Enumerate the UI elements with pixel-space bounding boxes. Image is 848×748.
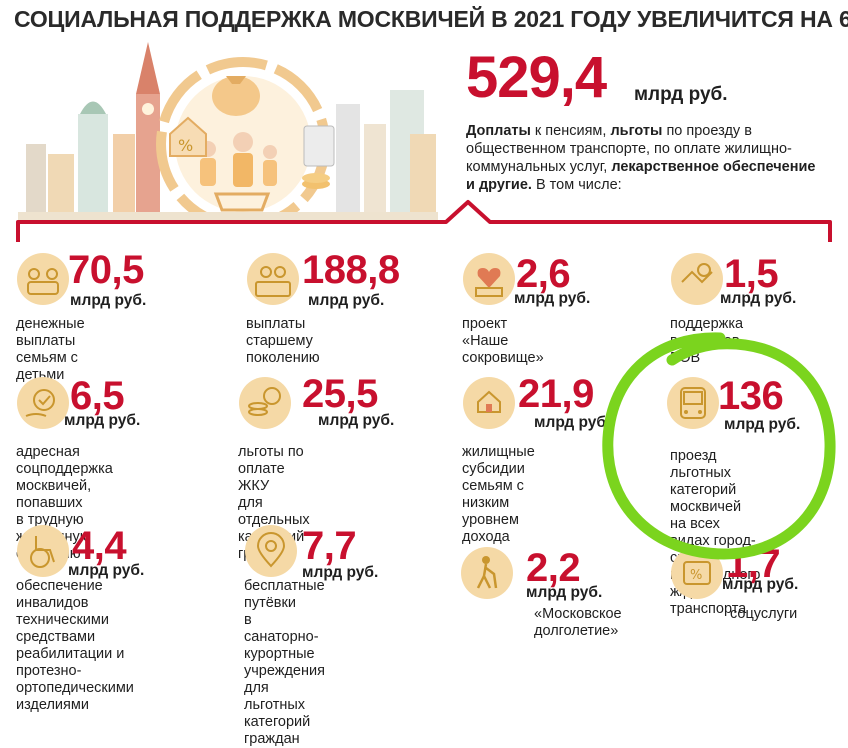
heart-gift-icon: [463, 253, 515, 305]
item-value: 21,9: [518, 372, 594, 416]
item-value: 2,2: [526, 546, 581, 590]
support-hand-icon: [17, 377, 69, 429]
item-unit: млрд руб.: [722, 576, 799, 593]
item-description: обеспечение инвалидов техническими средс…: [16, 578, 134, 713]
family-icon: [17, 253, 69, 305]
item-value: 25,5: [302, 372, 378, 416]
item-description: проект «Наше сокровище»: [462, 316, 544, 366]
total-amount: 529,4: [466, 45, 607, 110]
total-unit: млрд руб.: [634, 84, 728, 105]
veteran-icon: [671, 253, 723, 305]
item-value: 4,4: [72, 524, 127, 568]
svg-text:%: %: [690, 568, 702, 583]
wheelchair-icon: [17, 525, 69, 577]
item-unit: млрд руб.: [318, 412, 395, 429]
item-value: 188,8: [302, 248, 400, 292]
item-description: поддержка ветеранов ВОВ: [670, 316, 744, 366]
item-unit: млрд руб.: [68, 562, 145, 579]
bracket-divider: [16, 200, 832, 242]
item-description: выплаты старшему поколению: [246, 316, 320, 366]
item-unit: млрд руб.: [534, 414, 611, 431]
walking-elder-icon: [461, 547, 513, 599]
item-description: жилищные субсидии семьям с низким уровне…: [462, 444, 535, 545]
item-unit: млрд руб.: [514, 290, 591, 307]
page-title: СОЦИАЛЬНАЯ ПОДДЕРЖКА МОСКВИЧЕЙ В 2021 ГО…: [14, 6, 848, 32]
elderly-icon: [247, 253, 299, 305]
location-pin-icon: [245, 525, 297, 577]
item-value: 6,5: [70, 374, 125, 418]
item-description: денежные выплаты семьям с детьми: [16, 316, 85, 383]
bus-icon: [667, 377, 719, 429]
item-value: 1,5: [724, 252, 779, 296]
house-hand-icon: [463, 377, 515, 429]
svg-text:%: %: [178, 136, 193, 155]
services-icon: %: [671, 547, 723, 599]
item-unit: млрд руб.: [64, 412, 141, 429]
item-unit: млрд руб.: [724, 416, 801, 433]
kremlin-illustration-icon: %: [18, 34, 438, 220]
item-value: 7,7: [302, 524, 357, 568]
item-unit: млрд руб.: [308, 292, 385, 309]
item-unit: млрд руб.: [720, 290, 797, 307]
item-description: соцуслуги: [730, 606, 798, 622]
item-unit: млрд руб.: [526, 584, 603, 601]
item-unit: млрд руб.: [70, 292, 147, 309]
item-unit: млрд руб.: [302, 564, 379, 581]
item-value: 136: [718, 374, 784, 418]
item-description: бесплатные путёвки в санаторно-курортные…: [244, 578, 325, 747]
intro-text: Доплаты к пенсиям, льготы по проезду в о…: [466, 123, 816, 193]
item-value: 70,5: [68, 248, 144, 292]
item-description: «Московское долголетие»: [534, 606, 622, 639]
item-value: 2,6: [516, 252, 571, 296]
coins-percent-icon: [239, 377, 291, 429]
